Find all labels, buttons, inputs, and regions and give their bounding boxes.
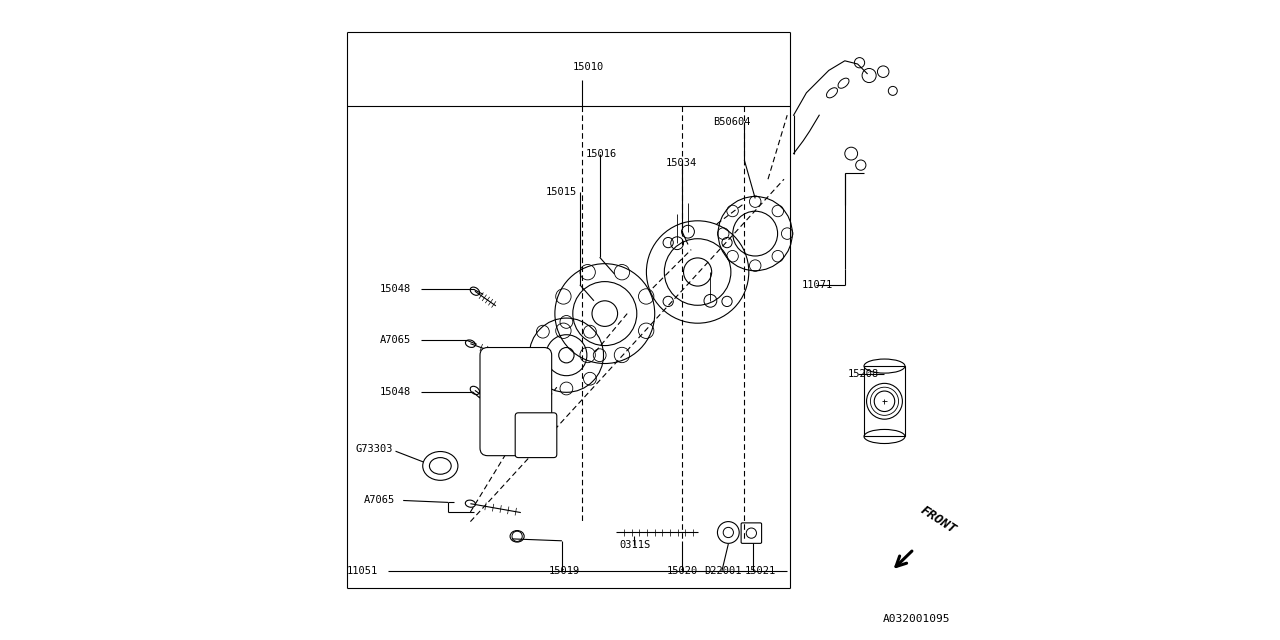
- Text: 15048: 15048: [379, 387, 411, 397]
- Text: A032001095: A032001095: [883, 614, 950, 624]
- FancyBboxPatch shape: [864, 366, 905, 436]
- Text: 15016: 15016: [585, 148, 617, 159]
- FancyBboxPatch shape: [741, 523, 762, 543]
- Text: 0311S: 0311S: [620, 540, 650, 550]
- Text: G73303: G73303: [356, 444, 393, 454]
- Text: 15208: 15208: [849, 369, 879, 380]
- FancyBboxPatch shape: [480, 348, 552, 456]
- Text: B50604: B50604: [714, 116, 751, 127]
- Text: 15020: 15020: [667, 566, 698, 576]
- FancyBboxPatch shape: [516, 413, 557, 458]
- Text: FRONT: FRONT: [919, 504, 959, 536]
- Text: A7065: A7065: [364, 495, 394, 506]
- Text: 15010: 15010: [573, 62, 604, 72]
- Text: 15015: 15015: [545, 187, 576, 197]
- Text: 15019: 15019: [549, 566, 580, 576]
- Text: D22001: D22001: [704, 566, 741, 576]
- Text: 15048: 15048: [379, 284, 411, 294]
- Text: A7065: A7065: [379, 335, 411, 346]
- Text: 15021: 15021: [745, 566, 776, 576]
- Text: 15034: 15034: [666, 158, 696, 168]
- Text: 11071: 11071: [801, 280, 833, 290]
- Text: 11051: 11051: [347, 566, 378, 576]
